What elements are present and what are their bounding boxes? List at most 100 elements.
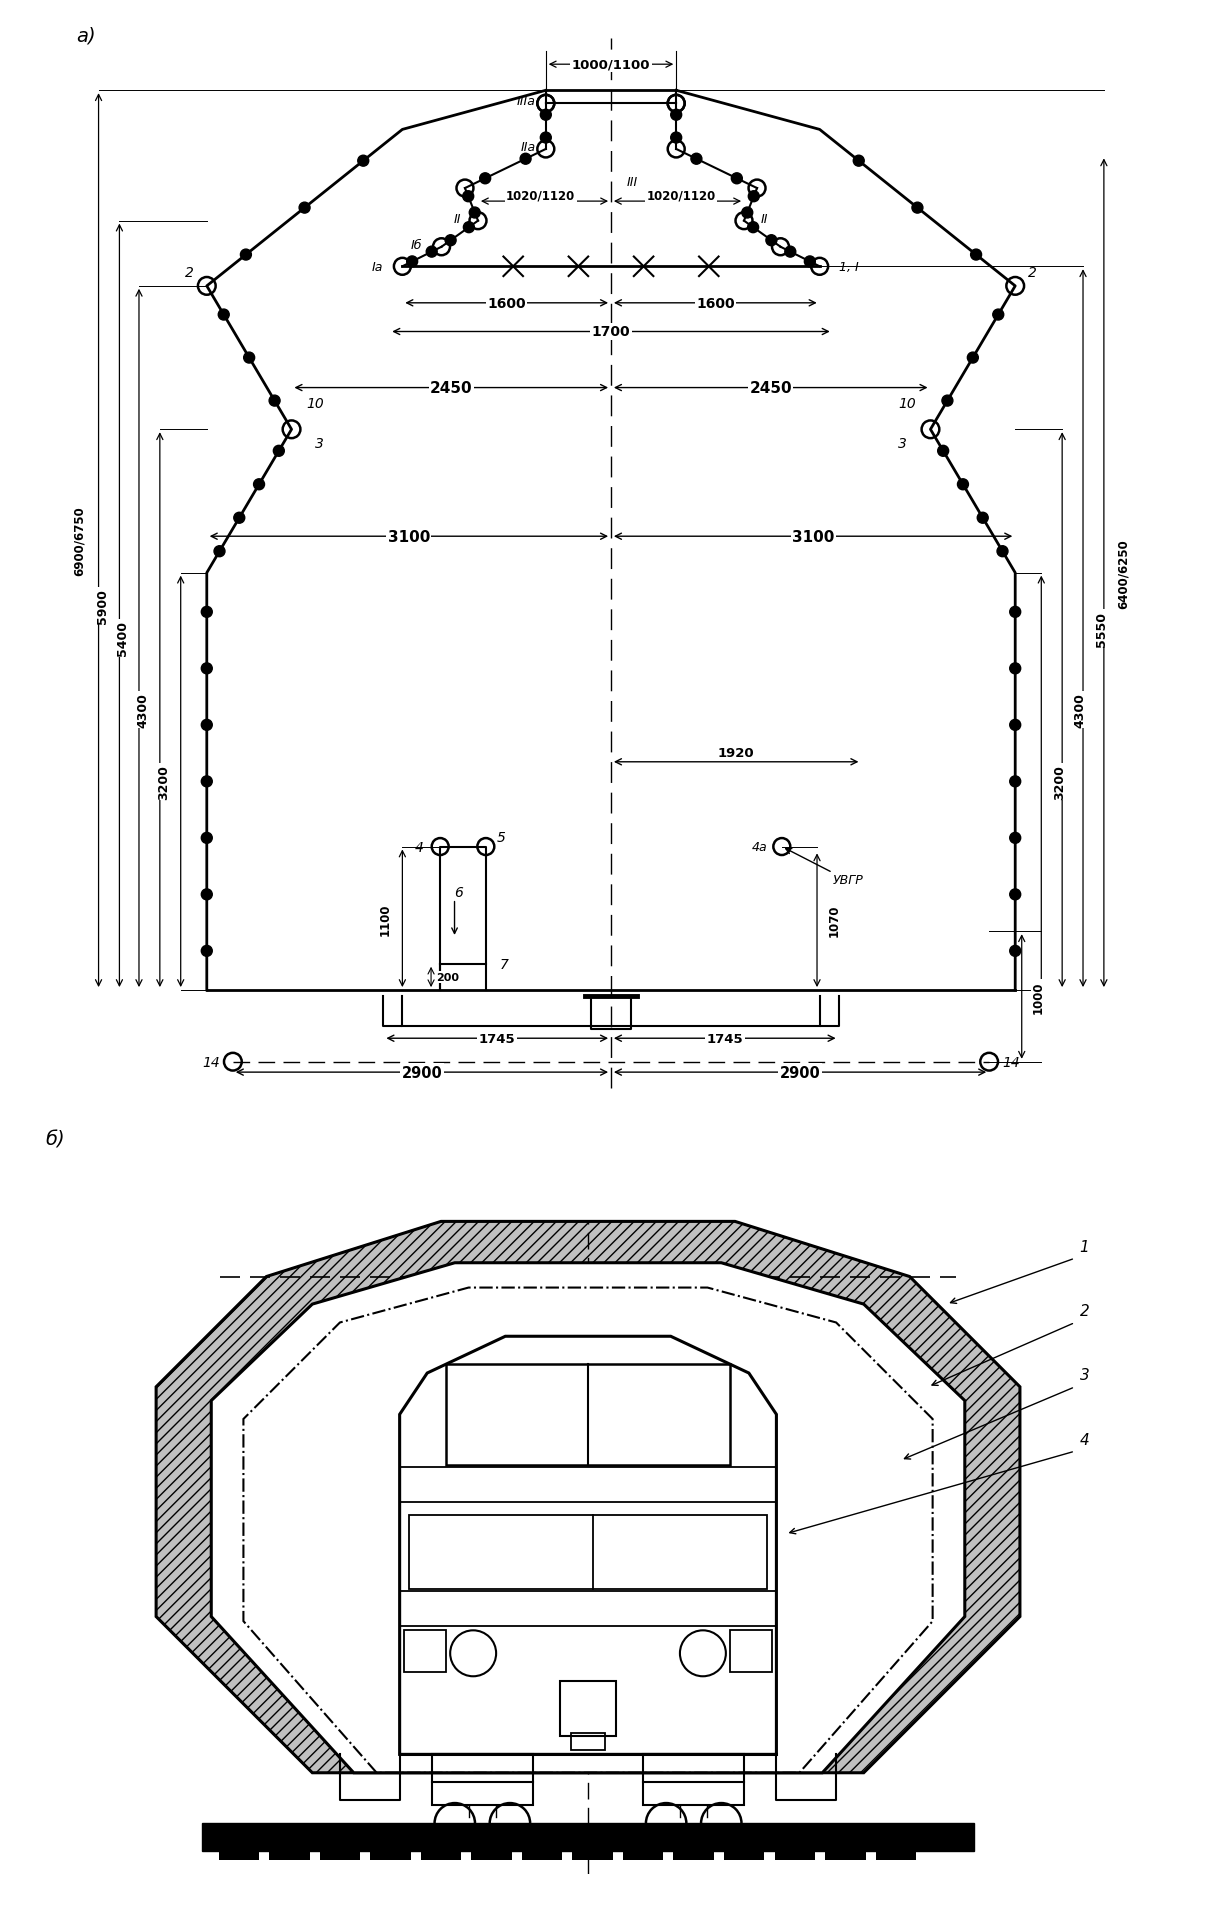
Bar — [561, 1681, 616, 1737]
Text: 1, I: 1, I — [840, 261, 859, 274]
Bar — [681, 1824, 706, 1841]
Circle shape — [463, 191, 474, 203]
Bar — [825, 1849, 865, 1861]
Bar — [731, 1631, 772, 1671]
Circle shape — [202, 777, 213, 788]
Text: 10: 10 — [307, 396, 324, 410]
Circle shape — [731, 174, 742, 185]
Circle shape — [274, 446, 285, 458]
Text: 1000/1100: 1000/1100 — [572, 58, 650, 71]
Text: II: II — [761, 213, 769, 226]
Bar — [320, 1849, 360, 1861]
Circle shape — [233, 514, 244, 524]
Text: 2450: 2450 — [430, 381, 473, 396]
Bar — [420, 1849, 461, 1861]
Circle shape — [671, 133, 682, 145]
Text: 4: 4 — [1080, 1432, 1089, 1447]
Circle shape — [1009, 833, 1020, 844]
Bar — [572, 1849, 613, 1861]
Circle shape — [937, 446, 948, 458]
Text: III: III — [627, 176, 638, 189]
Circle shape — [992, 309, 1003, 321]
Bar — [876, 1849, 916, 1861]
Text: 7: 7 — [500, 958, 510, 972]
Polygon shape — [156, 1221, 1020, 1774]
Circle shape — [1009, 777, 1020, 788]
Text: а): а) — [77, 25, 97, 44]
Text: 5550: 5550 — [1095, 611, 1108, 647]
Text: 1: 1 — [1080, 1238, 1089, 1254]
Circle shape — [785, 247, 796, 259]
Circle shape — [358, 156, 369, 166]
Text: 3: 3 — [1080, 1368, 1089, 1383]
Text: 3: 3 — [315, 437, 324, 450]
Circle shape — [748, 222, 759, 234]
Text: 5900: 5900 — [97, 589, 109, 624]
Polygon shape — [211, 1264, 965, 1774]
Text: 4а: 4а — [752, 840, 767, 854]
Text: Iб: Iб — [411, 238, 422, 251]
Circle shape — [480, 174, 491, 185]
Circle shape — [540, 110, 551, 122]
Text: 2900: 2900 — [402, 1065, 442, 1080]
Text: 2450: 2450 — [749, 381, 792, 396]
Text: 10: 10 — [898, 396, 915, 410]
Text: 1100: 1100 — [379, 902, 392, 935]
Text: 3200: 3200 — [1053, 765, 1066, 800]
Text: Iа: Iа — [371, 261, 382, 274]
Circle shape — [202, 947, 213, 956]
Text: 1600: 1600 — [488, 298, 525, 311]
Text: 3100: 3100 — [387, 529, 430, 545]
Text: 2: 2 — [1028, 267, 1037, 280]
Circle shape — [407, 257, 418, 269]
Circle shape — [202, 721, 213, 730]
Text: 14: 14 — [1002, 1055, 1020, 1068]
Bar — [459, 1841, 506, 1851]
Circle shape — [1009, 663, 1020, 674]
Circle shape — [214, 547, 225, 558]
Bar — [623, 1849, 664, 1861]
Text: 5400: 5400 — [116, 620, 128, 657]
Circle shape — [742, 209, 753, 218]
Bar — [522, 1849, 562, 1861]
Circle shape — [299, 203, 310, 214]
Bar — [202, 1824, 974, 1851]
Text: 6: 6 — [455, 885, 463, 900]
Circle shape — [1009, 889, 1020, 900]
Text: б): б) — [46, 1130, 66, 1150]
Circle shape — [766, 236, 777, 247]
Text: 1020/1120: 1020/1120 — [506, 189, 576, 203]
Text: 1000: 1000 — [1033, 981, 1045, 1012]
Text: 3100: 3100 — [792, 529, 835, 545]
Text: 1920: 1920 — [717, 748, 754, 759]
Circle shape — [202, 889, 213, 900]
Text: II: II — [453, 213, 461, 226]
Circle shape — [978, 514, 989, 524]
Circle shape — [269, 396, 280, 408]
Text: 2: 2 — [1080, 1304, 1089, 1318]
Circle shape — [202, 833, 213, 844]
Text: 4300: 4300 — [1074, 694, 1086, 728]
Circle shape — [1009, 721, 1020, 730]
Bar — [370, 1849, 411, 1861]
Bar — [431, 1754, 533, 1804]
Circle shape — [469, 209, 480, 218]
Bar — [269, 1849, 309, 1861]
Text: 1745: 1745 — [479, 1032, 516, 1045]
Text: 4: 4 — [414, 840, 423, 854]
Bar — [469, 1824, 495, 1841]
Circle shape — [241, 249, 252, 261]
Bar — [400, 1590, 776, 1627]
Text: 6900/6750: 6900/6750 — [72, 506, 86, 576]
Circle shape — [748, 191, 759, 203]
Bar — [472, 1849, 512, 1861]
Bar — [775, 1849, 815, 1861]
Circle shape — [219, 309, 230, 321]
Text: 3: 3 — [898, 437, 907, 450]
Text: 6400/6250: 6400/6250 — [1117, 539, 1130, 609]
Bar — [673, 1849, 714, 1861]
Text: 1600: 1600 — [697, 298, 734, 311]
Bar — [723, 1849, 765, 1861]
Circle shape — [853, 156, 864, 166]
Text: 1700: 1700 — [591, 325, 631, 340]
